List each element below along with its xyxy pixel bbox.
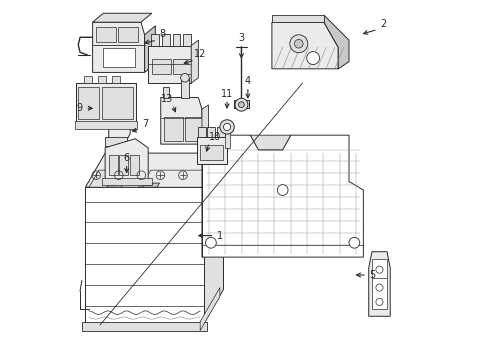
- Bar: [118, 27, 138, 42]
- Bar: [224, 127, 230, 148]
- Bar: [218, 127, 224, 137]
- Polygon shape: [202, 105, 208, 144]
- Circle shape: [349, 237, 360, 248]
- Polygon shape: [202, 135, 364, 257]
- Polygon shape: [200, 288, 220, 330]
- Bar: [112, 76, 120, 83]
- Bar: [163, 87, 169, 98]
- Bar: [151, 34, 159, 45]
- Bar: [98, 76, 106, 83]
- Bar: [181, 78, 189, 98]
- Bar: [78, 87, 99, 119]
- Text: 10: 10: [209, 132, 221, 141]
- Bar: [103, 48, 135, 67]
- Polygon shape: [272, 22, 338, 69]
- Polygon shape: [89, 170, 148, 187]
- Circle shape: [294, 40, 303, 48]
- Text: 3: 3: [238, 33, 245, 43]
- Polygon shape: [204, 153, 223, 323]
- Bar: [173, 59, 193, 74]
- Text: 12: 12: [195, 49, 207, 59]
- Polygon shape: [145, 26, 155, 72]
- Polygon shape: [109, 108, 130, 140]
- Bar: [234, 100, 248, 108]
- Polygon shape: [368, 252, 390, 316]
- Text: 11: 11: [221, 89, 233, 99]
- Polygon shape: [161, 98, 202, 144]
- Circle shape: [277, 185, 288, 195]
- Bar: [96, 27, 116, 42]
- Bar: [162, 34, 170, 45]
- Text: 13: 13: [161, 94, 173, 104]
- Polygon shape: [145, 184, 153, 185]
- Text: 5: 5: [369, 270, 376, 280]
- Polygon shape: [272, 15, 324, 22]
- Polygon shape: [141, 170, 214, 187]
- Polygon shape: [191, 40, 198, 83]
- Text: 7: 7: [142, 119, 148, 129]
- Circle shape: [376, 266, 383, 273]
- Polygon shape: [93, 13, 152, 22]
- Circle shape: [290, 35, 308, 53]
- Bar: [102, 87, 133, 119]
- Text: 6: 6: [123, 153, 130, 163]
- Text: 9: 9: [76, 103, 83, 113]
- Polygon shape: [107, 183, 123, 187]
- Polygon shape: [105, 139, 148, 180]
- Circle shape: [235, 98, 248, 111]
- Polygon shape: [85, 153, 223, 187]
- Circle shape: [205, 237, 216, 248]
- Bar: [172, 34, 180, 45]
- Text: 1: 1: [217, 231, 223, 240]
- Bar: [101, 178, 152, 185]
- Bar: [74, 121, 137, 129]
- Text: 8: 8: [160, 30, 166, 39]
- Circle shape: [220, 120, 234, 134]
- Polygon shape: [250, 135, 291, 150]
- Circle shape: [239, 102, 245, 108]
- Polygon shape: [143, 183, 160, 187]
- Polygon shape: [93, 22, 145, 72]
- Bar: [84, 76, 92, 83]
- Text: 4: 4: [245, 76, 251, 86]
- Bar: [109, 155, 118, 175]
- Polygon shape: [196, 137, 227, 164]
- Polygon shape: [109, 184, 117, 185]
- Circle shape: [376, 298, 383, 306]
- Bar: [198, 127, 205, 137]
- Text: 2: 2: [380, 19, 387, 29]
- Bar: [200, 145, 223, 160]
- Polygon shape: [148, 45, 191, 83]
- Bar: [152, 59, 171, 74]
- Circle shape: [181, 73, 189, 82]
- Bar: [372, 259, 387, 309]
- Bar: [130, 155, 139, 175]
- Bar: [164, 117, 183, 140]
- Bar: [82, 321, 207, 330]
- Bar: [185, 117, 203, 140]
- Bar: [183, 34, 191, 45]
- Circle shape: [376, 284, 383, 291]
- Polygon shape: [76, 83, 136, 123]
- Circle shape: [223, 123, 231, 131]
- Circle shape: [307, 51, 319, 64]
- Bar: [120, 155, 128, 175]
- Polygon shape: [324, 15, 349, 69]
- Bar: [85, 187, 204, 323]
- Bar: [207, 127, 215, 137]
- Bar: [105, 137, 126, 146]
